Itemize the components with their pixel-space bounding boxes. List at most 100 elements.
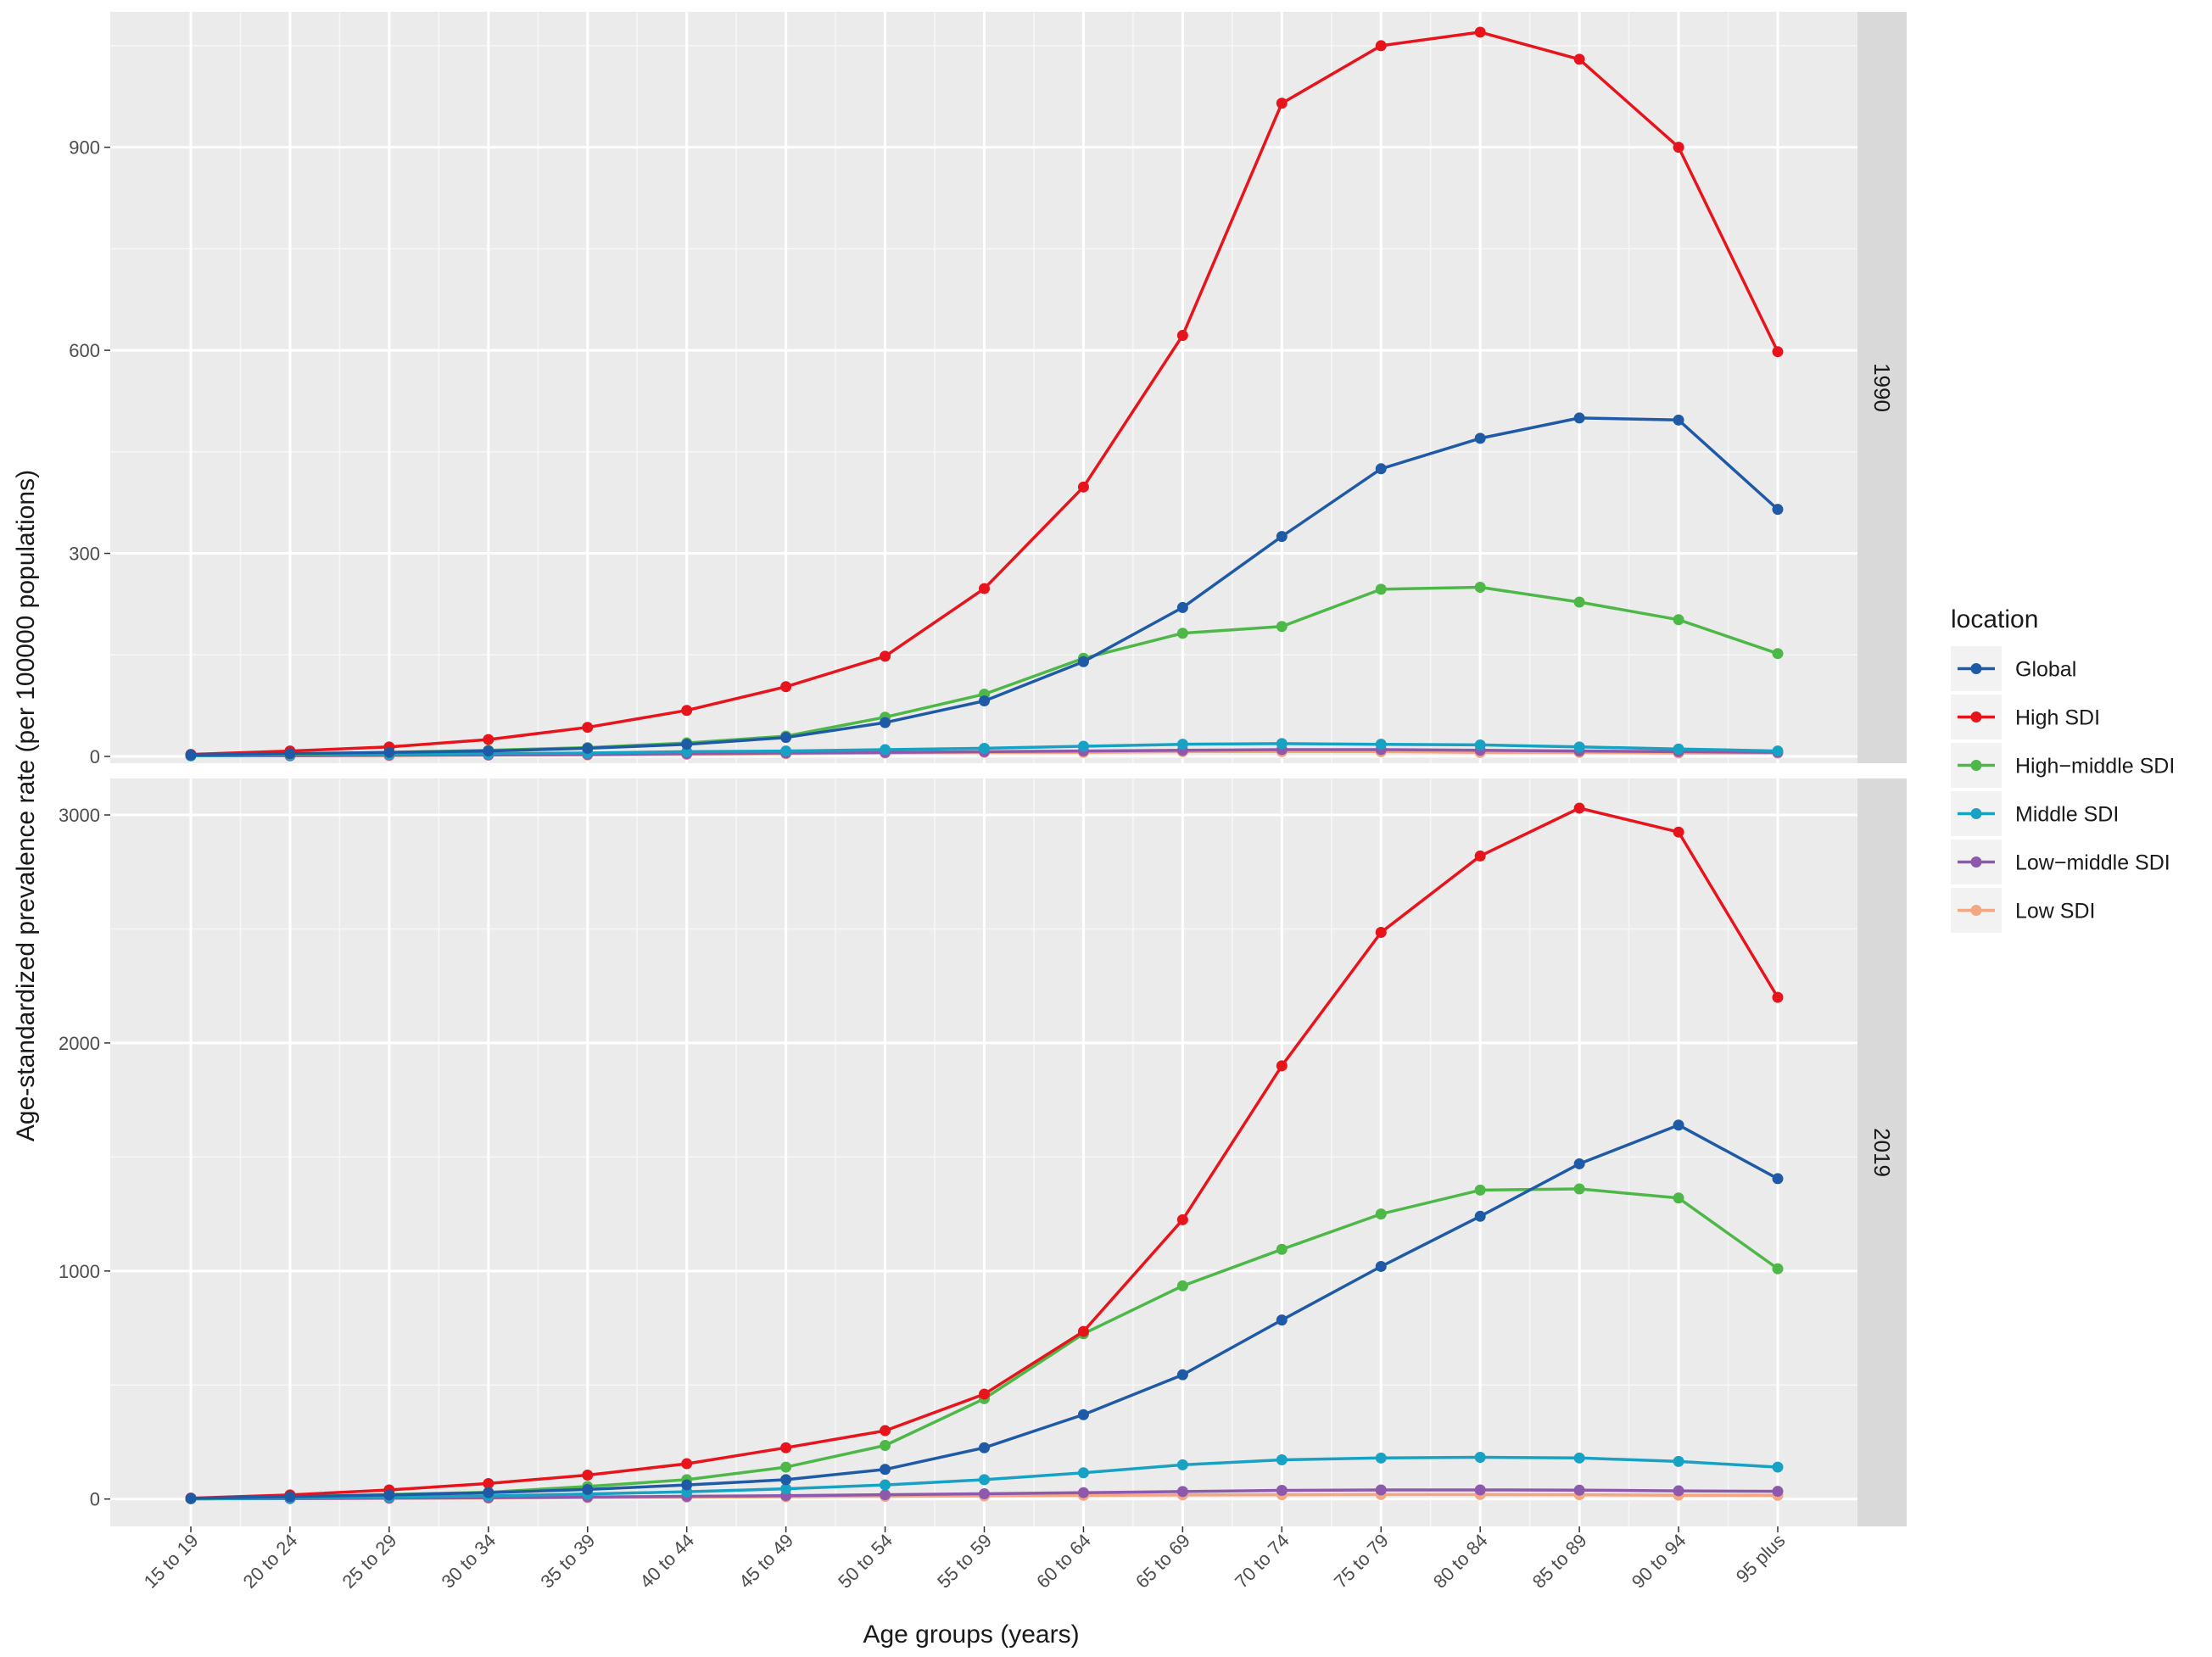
data-point xyxy=(1375,1208,1387,1220)
data-point xyxy=(1673,414,1684,426)
legend-key-point xyxy=(1970,856,1982,868)
x-tick-label: 55 to 59 xyxy=(933,1530,996,1593)
y-tick-label: 0 xyxy=(90,1489,100,1510)
data-point xyxy=(1772,648,1784,660)
legend-key-point xyxy=(1970,905,1982,916)
legend-item: High−middle SDI xyxy=(1951,743,2175,788)
data-point xyxy=(1375,463,1387,475)
data-point xyxy=(979,1488,990,1500)
legend-label: Middle SDI xyxy=(2015,803,2119,827)
data-point xyxy=(483,1487,494,1498)
legend-key-point xyxy=(1970,808,1982,819)
x-tick-label: 80 to 84 xyxy=(1429,1530,1492,1593)
data-point xyxy=(979,1388,990,1400)
legend: location Global High SDI High−middle SDI Mi… xyxy=(1951,605,2175,933)
data-point xyxy=(1077,1487,1089,1498)
x-tick-label: 65 to 69 xyxy=(1131,1530,1194,1593)
x-tick-label: 50 to 54 xyxy=(834,1530,897,1593)
legend-label: Low−middle SDI xyxy=(2015,851,2170,875)
legend-title: location xyxy=(1951,605,2038,633)
data-point xyxy=(1573,53,1585,65)
data-point xyxy=(780,1483,792,1495)
x-tick-label: 85 to 89 xyxy=(1528,1530,1591,1593)
data-point xyxy=(1375,927,1387,939)
data-point xyxy=(1474,739,1486,750)
data-point xyxy=(1176,1369,1188,1381)
data-point xyxy=(1474,432,1486,444)
data-point xyxy=(880,744,891,756)
data-point xyxy=(1375,739,1387,750)
data-point xyxy=(780,732,792,744)
y-tick-label: 300 xyxy=(69,544,100,565)
data-point xyxy=(1077,1409,1089,1420)
data-point xyxy=(780,1442,792,1453)
facet-strip-label: 2019 xyxy=(1869,1128,1895,1177)
data-point xyxy=(1474,581,1486,593)
legend-key-point xyxy=(1970,711,1982,722)
legend-key-point xyxy=(1970,663,1982,674)
data-point xyxy=(1276,98,1288,109)
y-tick-label: 1000 xyxy=(59,1261,100,1282)
data-point xyxy=(1176,601,1188,613)
data-point xyxy=(1772,346,1784,358)
facet-panels: 0 300 600 900 1990 0 1000 2000 3000 2019 xyxy=(59,12,1907,1526)
data-point xyxy=(1673,1455,1684,1467)
data-point xyxy=(1375,583,1387,595)
x-tick-label: 15 to 19 xyxy=(140,1530,203,1593)
data-point xyxy=(1077,1325,1089,1337)
data-point xyxy=(1276,531,1288,543)
data-point xyxy=(1276,1314,1288,1326)
data-point xyxy=(1474,1210,1486,1222)
data-point xyxy=(979,583,990,594)
data-point xyxy=(483,734,494,745)
data-point xyxy=(780,681,792,693)
x-tick-label: 35 to 39 xyxy=(536,1530,599,1593)
data-point xyxy=(1375,1260,1387,1272)
data-point xyxy=(1276,1485,1288,1497)
x-tick-label: 90 to 94 xyxy=(1628,1530,1690,1593)
data-point xyxy=(1772,745,1784,757)
data-point xyxy=(1474,26,1486,38)
data-point xyxy=(1772,1461,1784,1473)
data-point xyxy=(780,1461,792,1473)
data-point xyxy=(483,1477,494,1489)
data-point xyxy=(979,1474,990,1486)
data-point xyxy=(880,650,891,662)
data-point xyxy=(880,1489,891,1501)
data-point xyxy=(1573,412,1585,424)
data-point xyxy=(1772,1173,1784,1185)
data-point xyxy=(1573,1183,1585,1195)
legend-item: Global xyxy=(1951,646,2076,691)
data-point xyxy=(1673,826,1684,838)
legend-item: Low−middle SDI xyxy=(1951,840,2170,884)
x-tick-label: 20 to 24 xyxy=(239,1530,302,1593)
data-point xyxy=(1772,991,1784,1003)
facet-panel-1990: 0 300 600 900 1990 xyxy=(69,12,1907,767)
data-point xyxy=(1176,1280,1188,1292)
data-point xyxy=(880,1440,891,1452)
data-point xyxy=(1375,40,1387,52)
x-tick-label: 75 to 79 xyxy=(1330,1530,1393,1593)
data-point xyxy=(1276,738,1288,750)
data-point xyxy=(1077,740,1089,752)
x-axis-title: Age groups (years) xyxy=(863,1621,1079,1649)
data-point xyxy=(1673,142,1684,153)
data-point xyxy=(1176,628,1188,639)
data-point xyxy=(383,1489,395,1501)
data-point xyxy=(880,1479,891,1491)
data-point xyxy=(185,1492,197,1504)
data-point xyxy=(1276,1453,1288,1465)
x-tick-label: 95 plus xyxy=(1732,1530,1790,1587)
data-point xyxy=(880,717,891,728)
data-point xyxy=(1176,739,1188,750)
legend-label: High SDI xyxy=(2015,706,2100,730)
series-global xyxy=(185,412,1784,761)
data-point xyxy=(780,745,792,757)
data-point xyxy=(1573,1484,1585,1496)
data-point xyxy=(1375,1452,1387,1464)
x-tick-label: 45 to 49 xyxy=(735,1530,797,1593)
data-point xyxy=(383,746,395,758)
y-tick-label: 600 xyxy=(69,340,100,361)
data-point xyxy=(284,1491,296,1503)
